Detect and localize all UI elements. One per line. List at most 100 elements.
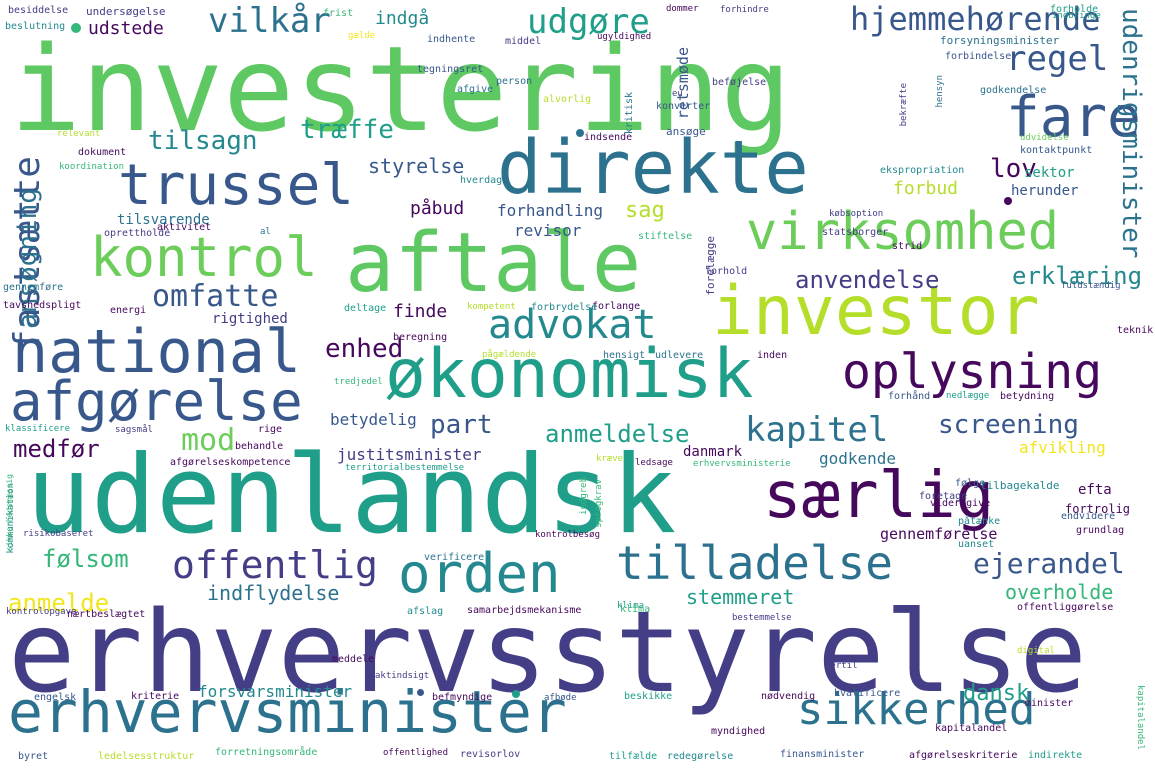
word: herunder [1011,183,1079,199]
word: kapitalandel [1135,685,1145,751]
word: forhindre [720,5,769,15]
word: regel [1006,39,1109,79]
word: kritisk [624,92,635,135]
word: investor [712,272,1040,351]
word: erhvervsminister [8,678,567,746]
word: energi [110,305,147,316]
dot [576,129,584,137]
word: indflydelse [207,581,340,605]
word: virksomhed [746,202,1060,262]
word: besiddelse [8,5,69,16]
word: ledelsesstruktur [98,751,195,762]
word: nødvendig [761,691,816,702]
word: særlig [763,459,995,533]
word: efta [1078,482,1112,498]
word: undersøgelse [86,5,166,18]
dot [417,689,424,696]
word: tilsagn [148,126,258,156]
word: engelsk [34,692,77,703]
word: afgørelseskompetence [170,457,291,468]
word: fare [1006,85,1141,150]
word: befmyndige [432,692,493,703]
word: uanset [958,539,995,550]
word: tilbagekalde [980,479,1060,492]
word: godkende [819,449,897,468]
word: koordination [59,162,125,172]
word: kapitalandel [935,723,1008,734]
word: erhvervsstyrelse [8,588,1087,718]
word: hensyn [935,75,945,108]
word: ugyldighed [597,32,652,42]
word: behandle [235,441,284,452]
word: styrelse [368,154,465,178]
word: fuldstændig [1061,281,1121,291]
word: part [430,410,493,440]
word: grundlag [1076,525,1125,536]
word: afvikling [1019,438,1106,457]
word: hensigt [603,350,646,361]
word: kriterie [131,691,180,702]
word: købsoption [829,209,884,219]
word: forsvarsminister [198,682,353,701]
word: dokument [78,147,127,158]
word: indgå [375,8,430,29]
word: al [260,227,271,237]
word: ledsage [635,458,673,468]
word: national [12,317,301,387]
word: middel [505,36,542,47]
word: godkendelse [980,85,1047,96]
word: statsborger [822,227,889,238]
word: myndighed [711,726,766,737]
word: digital [1017,646,1055,656]
word: påtænke [958,516,1001,527]
word: sprogkrav [594,479,604,528]
word: forhånd [888,391,931,402]
word: nedlægge [946,391,990,401]
word: anmelde [8,589,110,617]
word: tilladelse [616,536,893,590]
word: påbud [410,198,465,219]
word: udlevere [655,350,704,361]
dot [512,690,520,698]
word: forbindelse [945,51,1012,62]
word: offentliggørelse [1017,602,1114,613]
word: mod [181,423,236,458]
word: tilsvarende [117,212,210,228]
word: screening [938,410,1079,440]
word: aktindsigt [375,671,430,681]
word: revisor [514,221,582,240]
word: dansk [963,681,1030,706]
word: afgive [457,84,494,95]
dot [71,23,81,33]
word: indbringe [1052,11,1101,21]
word: rigtighed [212,311,288,327]
word: udenlandsk [26,433,677,558]
word: videregive [930,498,991,509]
word: stemmeret [686,585,795,609]
word: afgørelse [10,370,303,433]
word: medfør [13,435,100,463]
word: gælde [348,31,376,41]
word: sektor [1024,165,1075,181]
word: følge [955,478,986,489]
word: træffe [300,115,394,145]
word: udstede [88,18,164,39]
word: trussel [118,153,355,218]
word: eu [672,89,683,99]
word: direkte [497,125,809,211]
word: forretningsområde [215,747,318,758]
word: pågældende [482,350,537,360]
word: kontrolbesøg [535,530,601,540]
word: følsom [42,545,129,573]
word: hjemmehørende [850,0,1101,38]
word: afgørelseskriterie [909,750,1018,761]
word: indirekte [1028,750,1083,761]
word: hertil [825,661,858,671]
word: anvendelse [795,266,940,294]
word: ekspropriation [880,165,965,176]
word: aftale [345,216,642,311]
word: forsyningsminister [940,34,1060,47]
word: inden [757,350,788,361]
word: rige [258,424,283,435]
